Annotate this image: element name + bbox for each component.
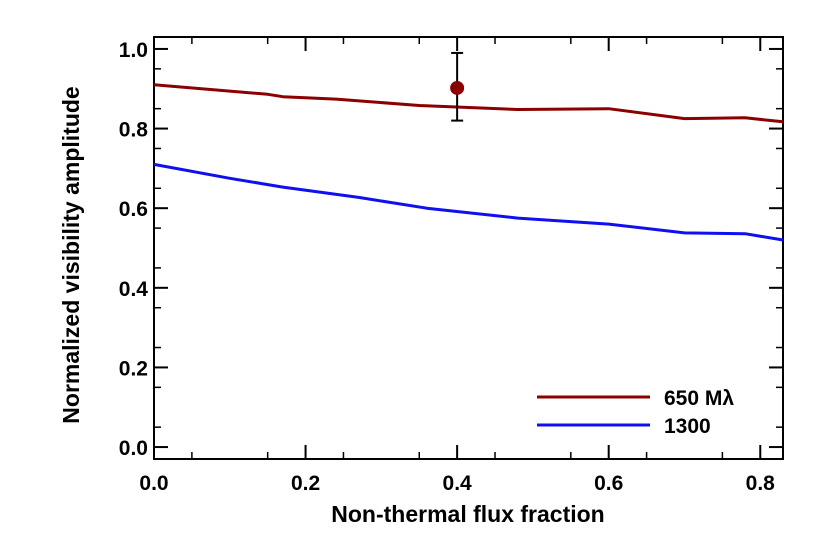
y-tick-label: 0.8 [119, 119, 149, 142]
series-line-0 [153, 83, 784, 124]
plot-area [153, 36, 784, 460]
y-tick-label: 0.0 [119, 437, 148, 460]
data-point [450, 80, 465, 95]
legend: 650 Mλ 1300 [537, 387, 734, 438]
x-tick-label: 0.2 [291, 472, 320, 495]
y-tick-label: 0.4 [119, 278, 149, 301]
x-tick-label: 0.8 [746, 472, 776, 495]
data-points [450, 51, 465, 122]
series-layer [153, 83, 784, 242]
y-axis-title: Normalized visibility amplitude [58, 86, 84, 423]
series-line-1 [153, 162, 784, 242]
axis-ticks [153, 37, 783, 459]
x-tick-label: 0.6 [594, 472, 623, 495]
x-axis-title: Non-thermal flux fraction [331, 501, 604, 527]
y-tick-label: 0.6 [119, 198, 148, 221]
legend-label-1: 1300 [664, 415, 711, 438]
x-tick-labels: 0.0 0.2 0.4 0.6 0.8 [139, 472, 775, 495]
y-tick-label: 0.2 [119, 357, 148, 380]
plot-frame [153, 36, 784, 460]
x-tick-label: 0.0 [139, 472, 168, 495]
y-tick-label: 1.0 [119, 39, 148, 62]
x-tick-label: 0.4 [443, 472, 473, 495]
y-tick-labels: 0.0 0.2 0.4 0.6 0.8 1.0 [119, 39, 149, 460]
legend-label-0: 650 Mλ [664, 387, 734, 410]
